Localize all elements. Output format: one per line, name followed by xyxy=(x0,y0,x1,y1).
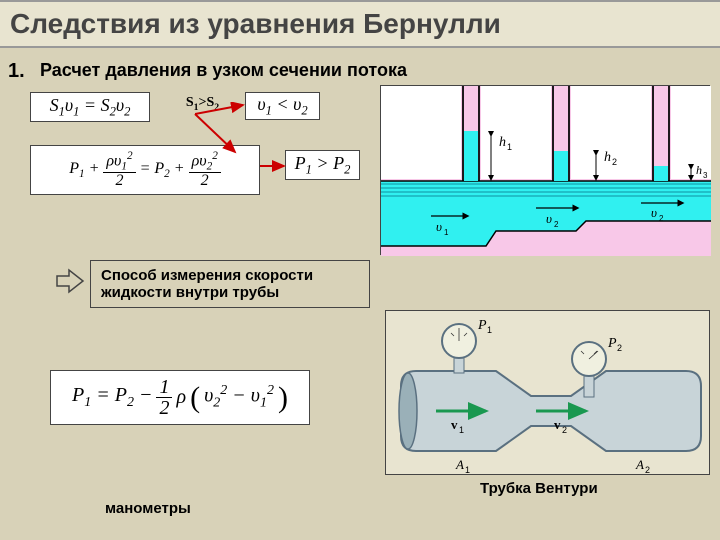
svg-text:A: A xyxy=(635,457,644,472)
equation-result: P1 = P2 − 12 ρ ( υ22 − υ12 ) xyxy=(50,370,310,425)
svg-text:1: 1 xyxy=(487,325,492,335)
svg-text:2: 2 xyxy=(617,343,622,353)
diagram-venturi: P1 P2 v1 v2 A1 A2 xyxy=(385,310,710,475)
svg-text:v: v xyxy=(451,417,458,432)
svg-text:3: 3 xyxy=(703,171,708,180)
arrow-to-p xyxy=(260,160,290,172)
arrow-outline-icon xyxy=(55,268,85,294)
diagram-pipe-tubes: h1 h2 h3 υ1 υ2 υ2 xyxy=(380,85,710,255)
svg-text:1: 1 xyxy=(459,425,464,435)
arrow-to-bernoulli xyxy=(190,112,240,157)
equation-continuity: S1υ1 = S2υ2 xyxy=(30,92,150,122)
svg-text:A: A xyxy=(455,457,464,472)
svg-text:1: 1 xyxy=(444,228,449,237)
svg-text:υ: υ xyxy=(436,219,442,234)
svg-text:v: v xyxy=(554,417,561,432)
svg-text:h: h xyxy=(696,163,702,177)
method-description: Способ измерения скорости жидкости внутр… xyxy=(90,260,370,308)
equation-pressure: P1 > P2 xyxy=(285,150,360,180)
svg-text:2: 2 xyxy=(562,425,567,435)
page-title: Следствия из уравнения Бернулли xyxy=(0,0,720,48)
svg-text:1: 1 xyxy=(507,142,512,152)
svg-text:2: 2 xyxy=(612,157,617,167)
label-venturi: Трубка Вентури xyxy=(480,480,598,497)
section-number: 1. xyxy=(8,60,25,83)
svg-text:2: 2 xyxy=(659,214,664,223)
svg-text:υ: υ xyxy=(651,205,657,220)
svg-text:υ: υ xyxy=(546,211,552,226)
svg-text:2: 2 xyxy=(554,220,559,229)
svg-text:P: P xyxy=(607,336,617,351)
svg-text:h: h xyxy=(604,150,611,165)
svg-text:2: 2 xyxy=(645,465,650,475)
svg-text:1: 1 xyxy=(465,465,470,475)
equation-velocity: υ1 < υ2 xyxy=(245,92,320,120)
svg-text:P: P xyxy=(477,318,487,333)
label-manometers: манометры xyxy=(105,500,191,517)
section-subtitle: Расчет давления в узком сечении потока xyxy=(40,60,407,81)
svg-text:h: h xyxy=(499,135,506,150)
